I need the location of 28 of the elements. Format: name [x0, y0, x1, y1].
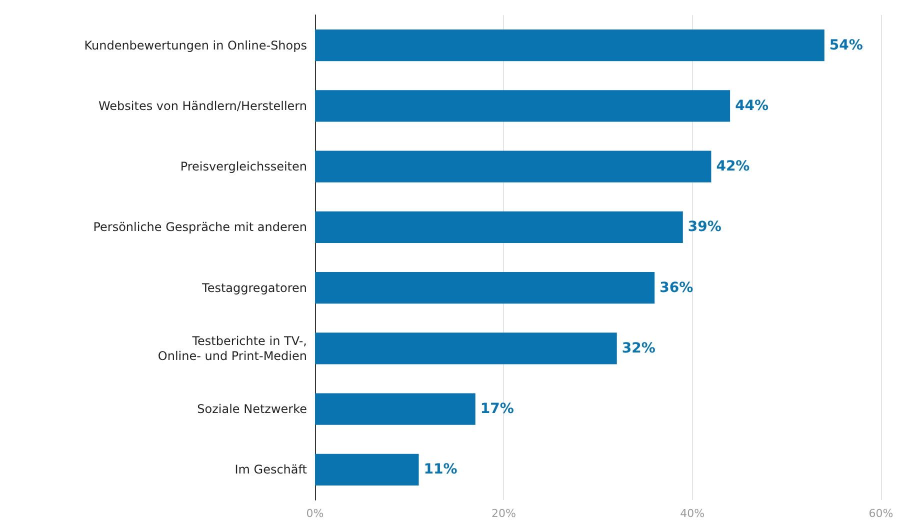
bar — [315, 150, 712, 182]
data-label: 17% — [480, 401, 514, 418]
y-tick-label: Im Geschäft — [234, 462, 308, 477]
data-label: 36% — [660, 280, 694, 296]
y-tick-label: Soziale Netzwerke — [197, 402, 307, 416]
x-tick-label: 20% — [491, 507, 516, 520]
data-label: 11% — [424, 462, 458, 478]
bar — [315, 272, 655, 304]
y-tick-label: Persönliche Gespräche mit anderen — [93, 220, 307, 234]
y-tick-label: Testberichte in TV-, Online- und Print-Medien — [158, 334, 307, 363]
bar — [315, 454, 419, 486]
y-tick-label: Websites von Händlern/Herstellern — [98, 98, 307, 113]
bar — [315, 211, 683, 243]
x-tick-label: 40% — [680, 507, 705, 520]
bar — [315, 30, 824, 62]
y-tick-label: Preisvergleichsseiten — [180, 160, 307, 174]
x-tick-label: 60% — [868, 507, 894, 520]
data-label: 54% — [829, 37, 863, 54]
y-tick-label: Kundenbewertungen in Online-Shops — [84, 38, 307, 52]
bar — [315, 90, 730, 122]
data-label: 32% — [622, 340, 656, 356]
data-label: 42% — [716, 158, 750, 175]
y-tick-label: Testaggregatoren — [201, 280, 307, 295]
data-label: 44% — [735, 98, 769, 114]
data-label: 39% — [688, 219, 722, 236]
bar — [315, 393, 476, 425]
x-tick-label: 0% — [306, 507, 324, 520]
bar — [315, 332, 617, 364]
